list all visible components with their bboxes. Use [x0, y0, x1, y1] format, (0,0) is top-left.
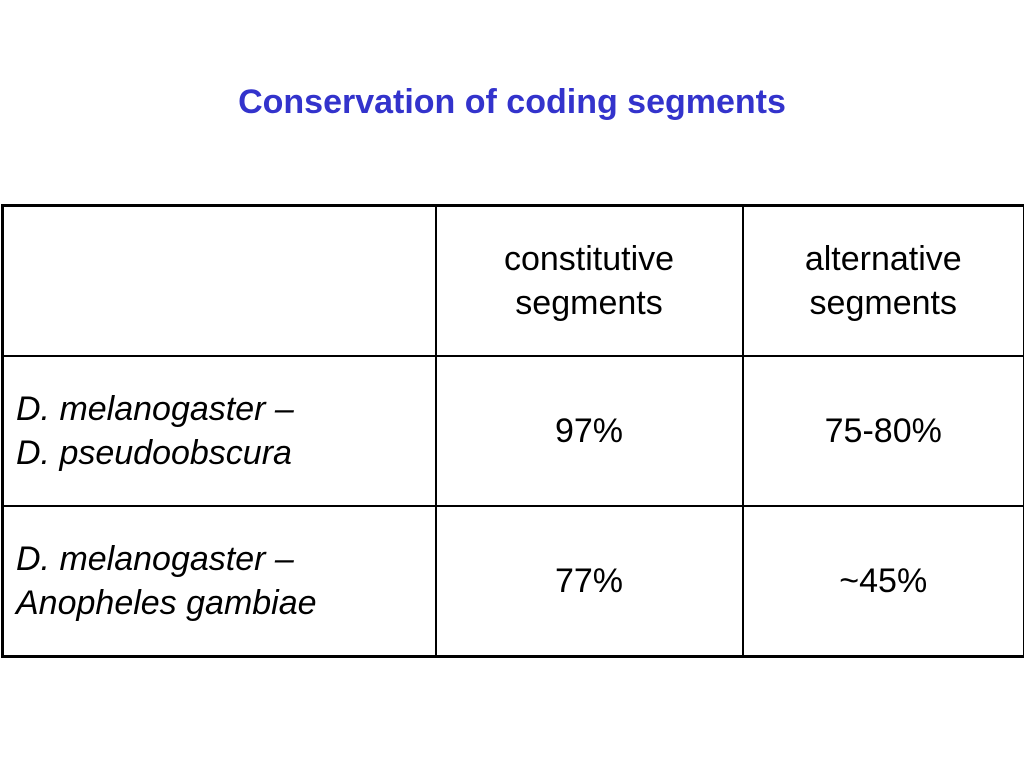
- table-header-row: constitutive segments alternative segmen…: [1, 204, 1024, 357]
- constitutive-value: 77%: [434, 505, 744, 658]
- conservation-table: constitutive segments alternative segmen…: [1, 204, 1024, 658]
- alternative-value: ~45%: [741, 505, 1024, 658]
- species-pair-line: Anopheles gambiae: [16, 584, 317, 622]
- constitutive-value: 97%: [434, 355, 744, 507]
- slide-title: Conservation of coding segments: [238, 83, 786, 121]
- table-row: D. melanogaster – D. pseudoobscura 97% 7…: [1, 355, 1024, 507]
- species-pair-cell: D. melanogaster – Anopheles gambiae: [1, 505, 437, 658]
- species-pair-cell: D. melanogaster – D. pseudoobscura: [1, 355, 437, 507]
- header-alternative-segments: alternative segments: [741, 204, 1024, 357]
- header-constitutive-segments: constitutive segments: [434, 204, 744, 357]
- header-text-line: segments: [515, 284, 663, 322]
- alternative-value: 75-80%: [741, 355, 1024, 507]
- species-pair-line: D. pseudoobscura: [16, 434, 292, 472]
- header-text-line: segments: [809, 284, 957, 322]
- table-row: D. melanogaster – Anopheles gambiae 77% …: [1, 505, 1024, 658]
- header-text-line: alternative: [804, 240, 962, 278]
- species-pair-line: D. melanogaster –: [16, 540, 294, 578]
- header-text-line: constitutive: [503, 240, 675, 278]
- empty-corner-cell: [1, 204, 437, 357]
- species-pair-line: D. melanogaster –: [16, 390, 294, 428]
